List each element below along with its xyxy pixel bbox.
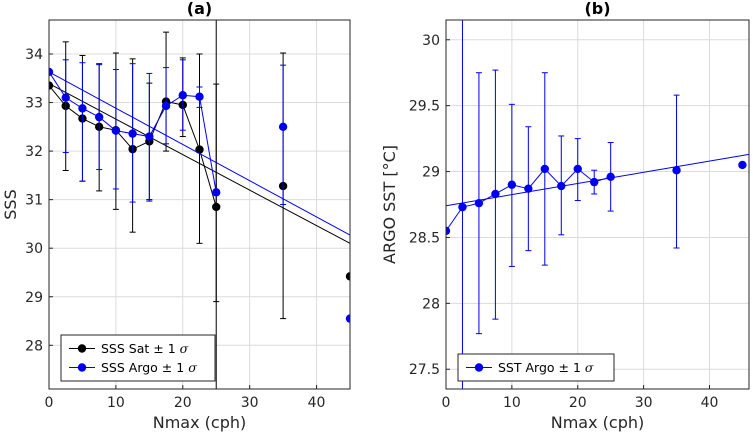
y-tick-label: 27.5	[409, 362, 440, 378]
data-point	[345, 314, 350, 323]
data-point	[145, 132, 154, 141]
data-point	[94, 112, 104, 122]
x-tick-label: 10	[503, 395, 521, 411]
axes-frame	[445, 19, 750, 390]
data-point	[474, 198, 484, 208]
data-point	[128, 129, 137, 138]
y-tick-label: 28	[422, 296, 440, 312]
legend-label-0: SST Argo ± 1 σ	[498, 360, 594, 375]
axes-frame	[48, 19, 351, 390]
x-tick-label: 40	[701, 395, 719, 411]
y-tick-label: 32	[25, 144, 43, 160]
x-axis-label: Nmax (cph)	[551, 413, 645, 432]
y-tick-label: 34	[25, 47, 43, 63]
data-point	[161, 101, 171, 111]
y-tick-label: 29.5	[409, 99, 440, 115]
x-axis-label: Nmax (cph)	[153, 413, 247, 432]
y-tick-label: 28.5	[409, 230, 440, 246]
x-tick-label: 30	[635, 395, 653, 411]
data-point	[491, 189, 500, 199]
data-point	[212, 188, 221, 197]
data-point	[557, 181, 566, 191]
x-tick-label: 0	[45, 395, 54, 411]
x-tick-label: 20	[569, 395, 587, 411]
data-point	[49, 67, 54, 77]
x-tick-label: 40	[308, 395, 326, 411]
plot-area	[446, 20, 749, 389]
data-point	[195, 92, 204, 101]
x-tick-label: 10	[107, 395, 125, 411]
y-tick-label: 30	[25, 241, 43, 257]
y-tick-label: 28	[25, 338, 43, 354]
y-tick-label: 33	[25, 96, 43, 112]
panel-a: 0 10 20 30 40 28 29 30 31 32 33 34 (a) Nmax (cph) SSS S…	[1, 0, 351, 432]
y-tick-label: 29	[422, 165, 440, 181]
plot-background	[446, 20, 749, 389]
legend: SSS Sat ± 1 σ SSS Argo ± 1 σ	[60, 334, 216, 382]
data-point	[49, 81, 54, 90]
data-point	[195, 145, 204, 154]
plot-area	[49, 20, 350, 389]
legend-marker-1	[77, 363, 87, 372]
data-point	[606, 172, 615, 182]
data-point	[524, 184, 533, 193]
data-point	[278, 122, 288, 132]
data-point	[111, 126, 121, 135]
data-point	[507, 180, 517, 189]
data-point	[78, 104, 87, 113]
legend-box	[60, 334, 216, 382]
chart-title: (a)	[187, 0, 212, 18]
legend-marker-0	[474, 363, 484, 372]
x-tick-label: 30	[241, 395, 259, 411]
x-tick-label: 20	[174, 395, 192, 411]
y-tick-label: 31	[25, 193, 43, 209]
x-tick-label: 0	[442, 395, 451, 411]
data-point	[672, 166, 681, 175]
data-point	[573, 164, 582, 174]
legend: SST Argo ± 1 σ	[457, 353, 615, 382]
y-tick-label: 29	[25, 290, 43, 306]
data-point	[590, 177, 599, 187]
data-point	[446, 226, 451, 236]
data-point	[61, 93, 70, 102]
data-point	[540, 164, 550, 174]
data-point	[212, 202, 221, 212]
chart-title: (b)	[584, 0, 610, 18]
data-point	[345, 272, 350, 281]
y-axis-label: ARGO SST [°C]	[380, 145, 399, 264]
y-tick-label: 30	[422, 33, 440, 49]
panel-b: 0 10 20 30 40 27.5 28 28.5 29 29.5 30 (b) Nmax (cph)…	[380, 0, 750, 432]
legend-label-0: SSS Sat ± 1 σ	[101, 341, 189, 356]
data-point	[738, 160, 747, 170]
legend-label-1: SSS Argo ± 1 σ	[101, 360, 197, 375]
legend-marker-0	[77, 344, 87, 353]
y-axis-label: SSS	[1, 189, 20, 219]
data-point	[458, 202, 467, 212]
data-point	[178, 91, 187, 100]
